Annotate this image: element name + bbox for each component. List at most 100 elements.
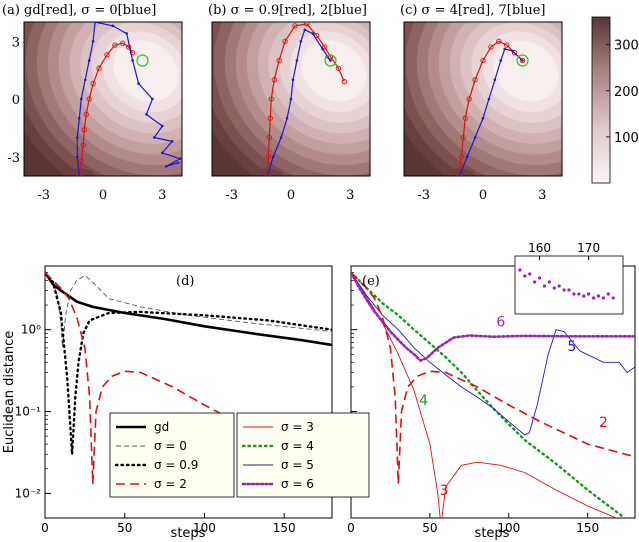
inset-point [572,292,576,296]
trajectory-marker [304,22,310,27]
trajectory-marker [266,134,272,141]
target-circle [136,54,149,67]
inset-point [601,296,605,300]
trajectory-marker [341,79,347,85]
colorbar-tick-label: 200 [614,85,639,100]
trajectory-marker [76,155,79,159]
inset-point [557,284,561,288]
y-tick-label: 10⁰ [21,323,41,337]
panel-d: 0 50 100 150 10⁰ 10⁻¹ 10⁻² (d) steps Euclidean… [2,265,333,541]
trajectory-marker [493,78,497,82]
x-tick-label: 0 [41,521,49,535]
trajectory-marker [289,97,293,101]
panel-c-frame [403,21,563,177]
inset-point [587,292,591,296]
inset-point [542,284,547,288]
trajectory-marker [268,96,274,102]
inset-point [518,268,522,272]
trajectory-marker [145,113,148,116]
trajectory-marker [265,154,271,160]
panel-a: (a) gd[red], σ = 0[blue] -3 0 3 3 0 -3 [2,3,183,203]
trajectory-marker [521,59,524,62]
series-line-----2 [351,271,635,485]
curve-label: 2 [599,415,608,431]
trajectory-marker [303,28,307,32]
trajectory-marker [151,97,154,101]
trajectory-marker [120,40,126,46]
colorbar-ticks: 300 200 100 [606,39,639,146]
trajectory-marker [458,174,461,176]
y-tick-label: 10⁻² [15,486,42,500]
trajectory-marker [480,57,486,64]
inset-tick-label: 170 [577,241,600,255]
trajectory-marker [125,32,128,35]
trajectory-marker [267,115,273,121]
trajectory-marker [131,59,134,62]
panel-a-ticks: -3 0 3 3 0 -3 [7,35,166,203]
trajectory-marker [87,59,91,62]
trajectory-marker [460,134,466,141]
inset-point [611,296,615,300]
colorbar-gradient [591,16,611,184]
legend-label: σ = 0 [154,439,187,453]
legend-label: σ = 0.9 [154,458,198,472]
trajectory-marker [291,78,295,82]
panel-a-trajectories [76,22,182,176]
trajectory-line-0 [458,40,523,176]
y-tick-label: 10⁻¹ [15,405,42,419]
x-tick-label: 50 [422,521,437,535]
trajectory-marker [78,116,81,120]
trajectory-marker [276,57,282,64]
x-tick-label: 0 [479,188,487,203]
trajectory-marker [295,59,299,62]
trajectory-marker [264,173,270,176]
panel-d-xlabel: steps [171,526,206,541]
legend-label: σ = 5 [281,458,314,472]
panel-e-lines [351,271,635,518]
panel-e-curve-labels: 6 5 4 2 3 [419,314,608,499]
trajectory-marker [90,80,96,87]
trajectory-marker [321,44,328,50]
inset-point [606,292,610,296]
legend-label: σ = 2 [154,477,187,491]
trajectory-marker [96,65,102,71]
trajectory-marker [504,42,510,48]
trajectory-marker [292,23,298,29]
trajectory-line-0 [266,23,345,176]
x-tick-label: 0 [99,188,107,203]
inset-point [591,296,596,300]
trajectory-marker [78,157,84,164]
trajectory-marker [111,24,115,28]
trajectory-marker [93,22,97,24]
panel-a-title: (a) gd[red], σ = 0[blue] [2,3,156,18]
panel-b-contours [212,22,370,176]
y-tick-label: 3 [12,35,20,50]
trajectory-marker [78,174,81,176]
contour-band [113,40,179,102]
trajectory-marker [499,59,503,62]
trajectory-marker [462,115,468,121]
legend-label: σ = 4 [281,439,314,453]
x-tick-label: 0 [287,188,295,203]
trajectory-marker [329,59,332,62]
inset-point [537,276,542,280]
x-tick-label: 100 [193,521,216,535]
target-circle [516,54,529,67]
trajectory-marker [311,32,315,35]
panel-c: (c) σ = 4[red], 7[blue] -3 0 3 [400,3,563,203]
panel-d-ticks: 0 50 100 150 10⁰ 10⁻¹ 10⁻² [15,272,296,535]
panel-b-title: (b) σ = 0.9[red], 2[blue] [208,3,367,18]
inset-point [552,286,556,290]
trajectory-marker [473,136,477,139]
series-line-----0-9 [45,271,332,455]
inset-point [577,292,581,296]
trajectory-marker [321,47,324,51]
series-line-----0 [45,272,332,348]
x-tick-label: -3 [37,188,50,203]
x-tick-label: 50 [117,521,132,535]
colorbar-tick-label: 300 [614,39,639,54]
panel-e-xlabel: steps [475,526,510,541]
inset-point [562,288,566,292]
trajectory-marker [458,154,464,160]
